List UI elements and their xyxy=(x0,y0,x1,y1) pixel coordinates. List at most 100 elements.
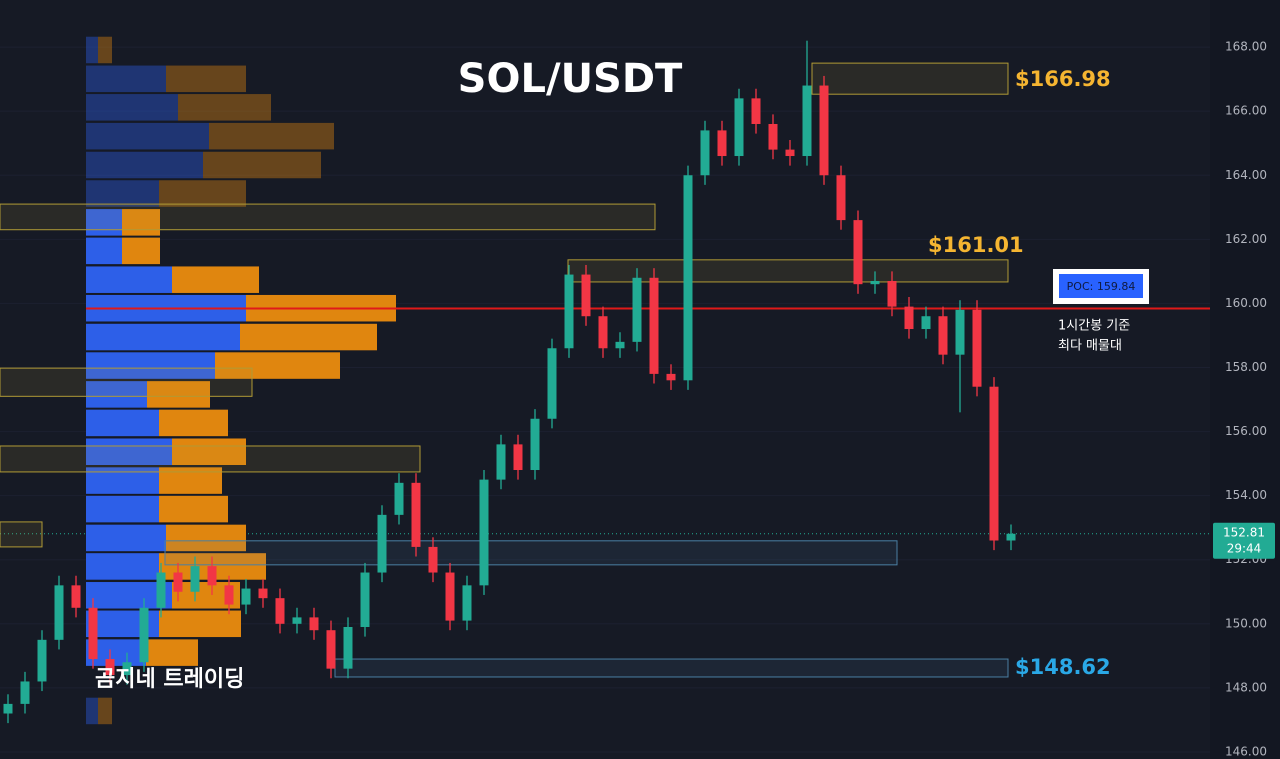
y-tick-label: 168.00 xyxy=(1225,40,1267,54)
candle-body xyxy=(547,348,557,419)
candle-body xyxy=(394,482,404,515)
candle-body xyxy=(54,585,64,640)
price-zone xyxy=(164,540,898,566)
volume-profile-sell xyxy=(146,639,198,666)
volume-profile-sell xyxy=(122,209,160,236)
zone-price-label: $148.62 xyxy=(1015,655,1111,679)
volume-profile-buy xyxy=(86,697,98,725)
candle-body xyxy=(700,130,710,176)
candle-body xyxy=(615,341,625,349)
candle-body xyxy=(853,220,863,285)
volume-profile-sell xyxy=(209,122,334,150)
candle-body xyxy=(139,607,149,663)
volume-profile-sell xyxy=(122,237,160,265)
volume-profile-buy xyxy=(86,151,203,179)
candle-body xyxy=(921,316,931,330)
poc-box-inner xyxy=(1059,274,1143,298)
candle-body xyxy=(513,444,523,471)
candle-body xyxy=(581,274,591,317)
y-tick-label: 150.00 xyxy=(1225,616,1267,630)
candle-body xyxy=(462,585,472,621)
candle-body xyxy=(343,627,353,669)
volume-profile-sell xyxy=(159,495,228,523)
candle-body xyxy=(411,482,421,547)
candle-body xyxy=(445,572,455,621)
volume-profile-sell xyxy=(172,266,259,293)
candle-body xyxy=(632,277,642,342)
volume-profile-buy xyxy=(86,495,159,523)
volume-profile-buy xyxy=(86,381,147,408)
candle-body xyxy=(955,309,965,355)
y-tick-label: 158.00 xyxy=(1225,360,1267,374)
watermark: 곰지네 트레이딩 xyxy=(95,667,244,692)
volume-profile-sell xyxy=(159,610,241,638)
y-tick-label: 154.00 xyxy=(1225,488,1267,502)
volume-profile-sell xyxy=(240,323,377,351)
candle-body xyxy=(258,588,268,599)
volume-profile-sell xyxy=(159,180,246,207)
volume-profile-sell xyxy=(203,151,321,179)
volume-profile-sell xyxy=(178,94,271,121)
candle-body xyxy=(819,85,829,176)
candle-body xyxy=(292,617,302,624)
price-zone xyxy=(0,367,253,397)
candle-body xyxy=(649,277,659,374)
candle-body xyxy=(598,316,608,349)
price-zone xyxy=(334,658,1009,678)
volume-profile-buy xyxy=(86,65,166,93)
candle-body xyxy=(71,585,81,608)
poc-label: POC: 159.84 xyxy=(1067,280,1136,293)
volume-profile-buy xyxy=(86,524,166,552)
candle-body xyxy=(717,130,727,157)
volume-profile-buy xyxy=(86,553,159,580)
candle-body xyxy=(1006,533,1016,541)
candle-body xyxy=(530,418,540,471)
volume-profile-buy xyxy=(86,237,122,265)
price-zone xyxy=(0,521,43,548)
candle-body xyxy=(360,572,370,627)
candle-body xyxy=(751,98,761,124)
volume-profile-sell xyxy=(215,352,340,379)
candle-body xyxy=(768,123,778,150)
candle-body xyxy=(190,566,200,592)
volume-profile-buy xyxy=(86,180,159,207)
volume-profile-buy xyxy=(86,438,172,466)
candle-body xyxy=(122,662,132,676)
volume-profile-buy xyxy=(86,94,178,121)
volume-profile-sell xyxy=(172,438,246,466)
candle-body xyxy=(3,703,13,714)
candle-body xyxy=(887,280,897,307)
volume-profile-buy xyxy=(86,323,240,351)
volume-profile-buy xyxy=(86,409,159,437)
last-price-tag xyxy=(1213,522,1275,559)
candle-body xyxy=(241,588,251,605)
chart-title: SOL/USDT xyxy=(458,56,683,102)
candle-body xyxy=(105,659,115,676)
volume-profile-buy xyxy=(86,122,209,150)
price-axis xyxy=(1210,0,1280,759)
price-zone xyxy=(0,445,421,473)
candle-body xyxy=(207,566,217,586)
candle-body xyxy=(479,479,489,586)
candle-body xyxy=(972,309,982,387)
candle-body xyxy=(275,598,285,624)
candle-body xyxy=(683,175,693,381)
candle-body xyxy=(20,681,30,704)
candle-body xyxy=(734,98,744,157)
candle-body xyxy=(938,316,948,355)
y-tick-label: 164.00 xyxy=(1225,168,1267,182)
y-tick-label: 146.00 xyxy=(1225,744,1267,758)
candle-body xyxy=(989,386,999,541)
y-tick-label: 156.00 xyxy=(1225,424,1267,438)
volume-profile-sell xyxy=(98,697,112,725)
candle-body xyxy=(496,444,506,480)
last-price-label: 152.81 xyxy=(1223,525,1265,539)
zone-price-label: $161.01 xyxy=(928,233,1024,257)
poc-note: 최다 매물대 xyxy=(1058,339,1122,354)
candle-body xyxy=(309,617,319,631)
y-tick-label: 166.00 xyxy=(1225,104,1267,118)
volume-profile-sell xyxy=(147,381,210,408)
candle-body xyxy=(666,373,676,381)
candle-body xyxy=(37,639,47,682)
